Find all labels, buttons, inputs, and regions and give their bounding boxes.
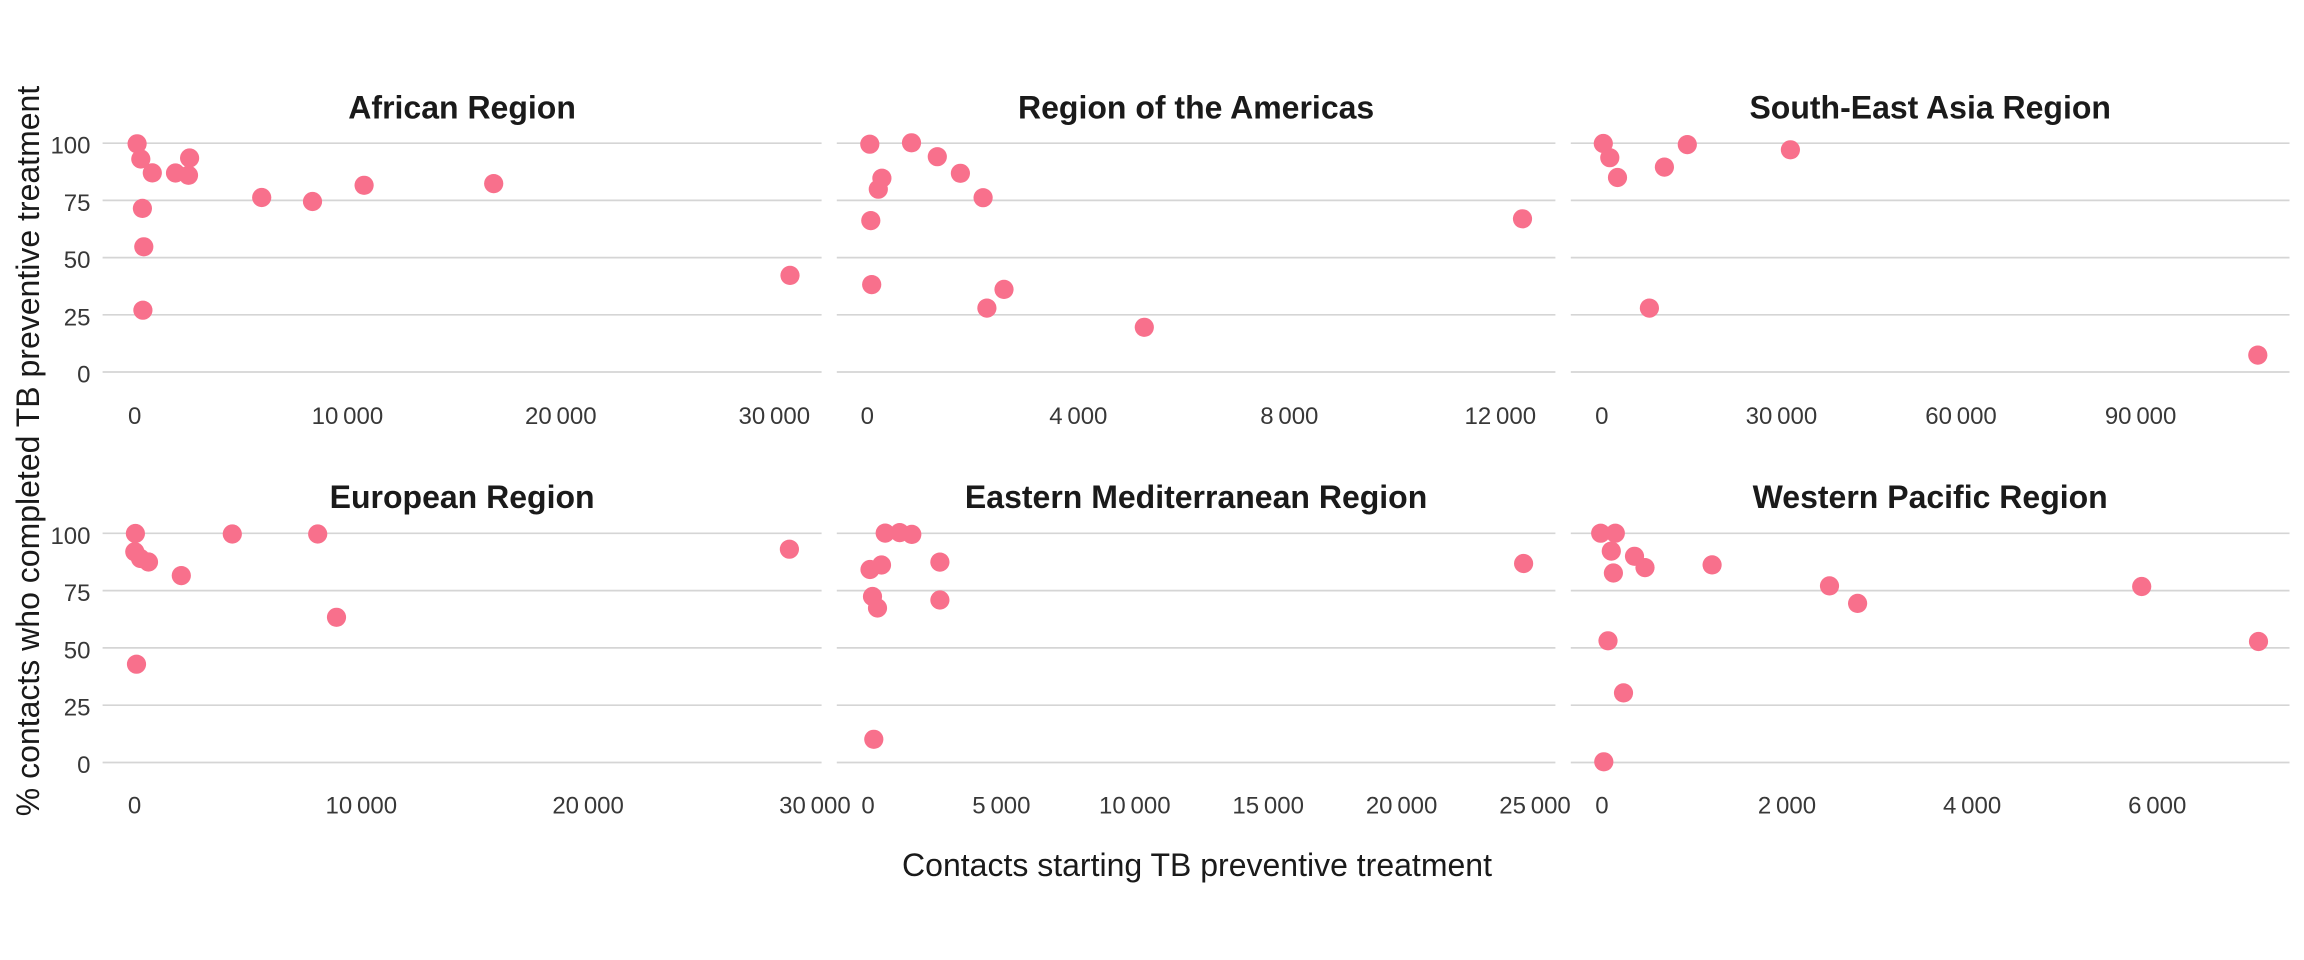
svg-text:10 000: 10 000 bbox=[1099, 792, 1171, 819]
svg-text:2 000: 2 000 bbox=[1758, 792, 1816, 819]
svg-text:0: 0 bbox=[77, 362, 90, 389]
svg-text:20 000: 20 000 bbox=[1366, 792, 1438, 819]
svg-text:90 000: 90 000 bbox=[2105, 403, 2177, 430]
svg-text:50: 50 bbox=[64, 247, 91, 274]
svg-text:25: 25 bbox=[64, 304, 91, 331]
svg-text:10 000: 10 000 bbox=[326, 792, 398, 819]
svg-text:Western Pacific Region: Western Pacific Region bbox=[1753, 479, 2108, 515]
svg-text:0: 0 bbox=[1595, 792, 1608, 819]
svg-text:8 000: 8 000 bbox=[1260, 403, 1318, 430]
svg-text:10 000: 10 000 bbox=[312, 403, 384, 430]
svg-text:25 000: 25 000 bbox=[1499, 792, 1571, 819]
svg-text:20 000: 20 000 bbox=[525, 403, 597, 430]
svg-text:20 000: 20 000 bbox=[552, 792, 624, 819]
svg-text:0: 0 bbox=[128, 792, 141, 819]
svg-text:30 000: 30 000 bbox=[1746, 403, 1818, 430]
svg-text:75: 75 bbox=[64, 580, 91, 607]
svg-text:4 000: 4 000 bbox=[1943, 792, 2001, 819]
svg-text:0: 0 bbox=[861, 403, 874, 430]
svg-text:% contacts who completed TB pr: % contacts who completed TB preventive t… bbox=[10, 86, 46, 817]
svg-text:100: 100 bbox=[50, 523, 90, 550]
svg-text:15 000: 15 000 bbox=[1232, 792, 1304, 819]
svg-text:75: 75 bbox=[64, 190, 91, 217]
svg-text:African Region: African Region bbox=[348, 90, 576, 126]
svg-text:60 000: 60 000 bbox=[1925, 403, 1997, 430]
svg-text:Region of the Americas: Region of the Americas bbox=[1018, 90, 1374, 126]
svg-text:50: 50 bbox=[64, 637, 91, 664]
svg-text:12 000: 12 000 bbox=[1465, 403, 1537, 430]
svg-text:5 000: 5 000 bbox=[972, 792, 1030, 819]
svg-text:Contacts starting TB preventiv: Contacts starting TB preventive treatmen… bbox=[902, 847, 1492, 883]
svg-text:30 000: 30 000 bbox=[739, 403, 811, 430]
svg-text:Eastern Mediterranean Region: Eastern Mediterranean Region bbox=[965, 479, 1427, 515]
svg-text:European Region: European Region bbox=[330, 479, 595, 515]
svg-text:0: 0 bbox=[77, 752, 90, 779]
svg-text:25: 25 bbox=[64, 695, 91, 722]
svg-text:0: 0 bbox=[1595, 403, 1608, 430]
svg-text:0: 0 bbox=[861, 792, 874, 819]
svg-text:0: 0 bbox=[128, 403, 141, 430]
svg-text:100: 100 bbox=[50, 133, 90, 160]
svg-text:30 000: 30 000 bbox=[779, 792, 851, 819]
svg-text:6 000: 6 000 bbox=[2128, 792, 2186, 819]
svg-text:South-East Asia Region: South-East Asia Region bbox=[1749, 90, 2111, 126]
svg-text:4 000: 4 000 bbox=[1049, 403, 1107, 430]
